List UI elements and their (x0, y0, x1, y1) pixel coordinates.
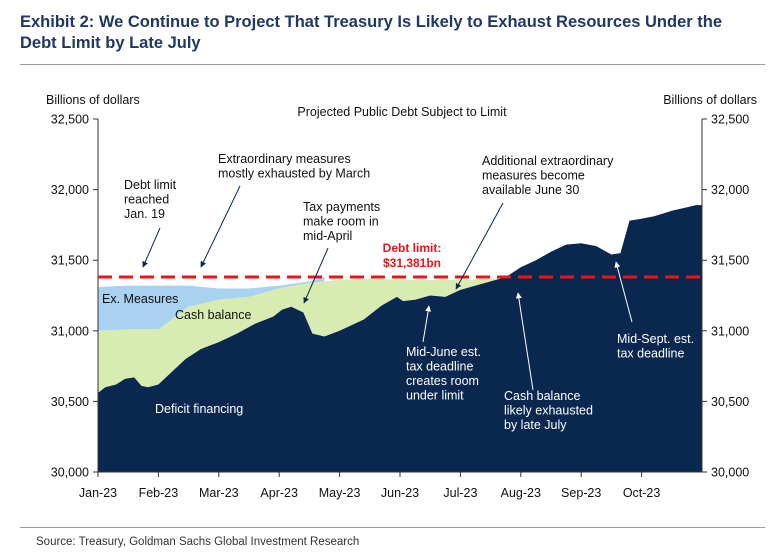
debt-limit-label: Debt limit: (383, 241, 442, 255)
left-y-axis-label: Billions of dollars (46, 93, 140, 107)
x-tick-label: May-23 (319, 486, 361, 500)
area-layers (98, 205, 702, 472)
annotation-text: Additional extraordinary (482, 154, 614, 168)
chart-title: Projected Public Debt Subject to Limit (297, 105, 507, 119)
x-tick-label: Jan-23 (79, 486, 117, 500)
annotation-text: Cash balance (504, 389, 580, 403)
x-tick-label: Oct-23 (623, 486, 661, 500)
annotation-text: under limit (406, 389, 464, 403)
annotation-text: Tax payments (303, 200, 380, 214)
annotation-text: mostly exhausted by March (218, 167, 370, 181)
y-tick-label-left: 30,000 (51, 466, 89, 480)
annotation-text: Debt limit (124, 178, 177, 192)
source-note: Source: Treasury, Goldman Sachs Global I… (36, 536, 360, 548)
cash-balance-area (98, 277, 536, 393)
x-tick-label: Jul-23 (443, 486, 477, 500)
annotation-arrow (200, 185, 241, 268)
annotation-text: Mid-June est. (406, 345, 481, 359)
annotation-text: Cash balance (175, 308, 251, 322)
annotation-text: reached (124, 193, 169, 207)
annotation-text: tax deadline (617, 347, 684, 361)
ex-measures-area (98, 277, 325, 331)
y-tick-label-right: 30,000 (711, 466, 749, 480)
right-y-axis-label: Billions of dollars (663, 93, 757, 107)
x-tick-label: Apr-23 (260, 486, 298, 500)
annotation-arrow (455, 202, 504, 290)
debt-limit-value: $31,381bn (383, 256, 441, 270)
annotation-text: creates room (406, 374, 479, 388)
y-tick-label-left: 31,500 (51, 254, 89, 268)
y-tick-label-right: 31,500 (711, 254, 749, 268)
deficit-financing-area (98, 205, 702, 472)
annotation-text: Jan. 19 (124, 207, 165, 221)
y-tick-label-left: 32,000 (51, 183, 89, 197)
annotation-text: make room in (303, 215, 379, 229)
annotation-text: Ex. Measures (102, 292, 178, 306)
annotation-text: tax deadline (406, 360, 473, 374)
x-tick-label: Mar-23 (199, 486, 239, 500)
x-tick-label: Aug-23 (501, 486, 541, 500)
annotation-text: measures become (482, 169, 585, 183)
annotation-arrow (303, 247, 329, 304)
annotation-arrow (422, 305, 432, 343)
source-divider (20, 527, 765, 528)
annotation-text: likely exhausted (504, 404, 593, 418)
annotation-text: available June 30 (482, 183, 579, 197)
annotation-text: by late July (504, 418, 567, 432)
annotation-arrow (515, 292, 534, 391)
x-tick-label: Sep-23 (561, 486, 601, 500)
annotation-text: Extraordinary measures (218, 152, 351, 166)
y-tick-label-left: 30,500 (51, 395, 89, 409)
annotation-arrow (142, 227, 161, 268)
x-tick-label: Jun-23 (381, 486, 419, 500)
y-tick-label-right: 32,500 (711, 113, 749, 127)
y-tick-label-left: 32,500 (51, 113, 89, 127)
annotation-text: Deficit financing (155, 402, 243, 416)
title-divider (20, 64, 765, 65)
exhibit-title: Exhibit 2: We Continue to Project That T… (20, 13, 723, 52)
y-tick-label-right: 30,500 (711, 395, 749, 409)
annotations: Ex. Measures Cash balance Deficit financin… (102, 152, 694, 432)
y-tick-label-left: 31,000 (51, 324, 89, 338)
annotation-text: mid-April (303, 229, 352, 243)
y-tick-label-right: 32,000 (711, 183, 749, 197)
annotation-text: Mid-Sept. est. (617, 332, 694, 346)
y-tick-label-right: 31,000 (711, 324, 749, 338)
axis-ticks: 32,500 32,500 32,000 32,000 31,500 31,500 31,0… (51, 113, 750, 501)
annotation-arrow (614, 261, 633, 323)
x-tick-label: Feb-23 (139, 486, 179, 500)
